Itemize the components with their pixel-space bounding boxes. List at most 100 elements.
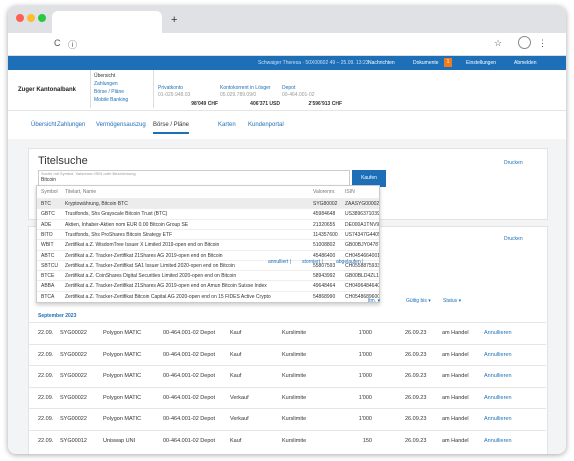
filter[interactable]: abgelaufen | bbox=[336, 259, 364, 265]
bookmark[interactable]: ☆ bbox=[494, 38, 503, 48]
cell: Kauf bbox=[230, 330, 242, 336]
tab[interactable]: Kundenportal bbox=[248, 122, 284, 128]
menu-item[interactable]: Übersicht bbox=[94, 73, 116, 79]
cell: ADE bbox=[41, 221, 52, 228]
settings[interactable]: Einstellungen bbox=[466, 60, 497, 66]
cell: GBTC bbox=[41, 211, 55, 218]
result-row[interactable]: BITO Trustfonds, Shs ProShares Bitcoin St… bbox=[37, 228, 379, 240]
dropdown-header: Symbol Titelart, Name Valorennr. ISIN bbox=[37, 187, 379, 197]
result-row[interactable]: SBTCU Zertifikat a.Z. Tracker-Zertifikat … bbox=[37, 259, 379, 271]
cell: 26.09.23 bbox=[405, 437, 427, 444]
cell: 45486400 bbox=[313, 252, 336, 259]
cell: CH0454664001 bbox=[345, 252, 379, 259]
cell: 00-464.001-02 Depot bbox=[163, 373, 215, 379]
result-row[interactable]: BTC Kryptowährung, Bitcoin BTC SYG80002 ZAA… bbox=[37, 198, 379, 209]
cancel-link[interactable]: Annullieren bbox=[484, 351, 512, 358]
tab[interactable]: Karten bbox=[218, 122, 236, 128]
print[interactable]: Drucken bbox=[504, 160, 523, 166]
cell: 26.09.23 bbox=[405, 394, 427, 401]
new-tab[interactable]: + bbox=[171, 14, 178, 26]
order-row: 22.09. SYG00022 Polygon MATIC 00-464.001-02… bbox=[28, 386, 546, 409]
cell: 00-464.001-02 Depot bbox=[163, 437, 215, 444]
cell: am Handel bbox=[442, 351, 469, 358]
filter[interactable]: storniert | bbox=[302, 259, 323, 265]
menu-item[interactable]: Zahlungen bbox=[94, 81, 118, 87]
order-row: 22.09. SYG00012 Uniswap UNI 00-464.001-02 D… bbox=[28, 429, 546, 452]
cell: 22.09. bbox=[38, 373, 54, 379]
account-name[interactable]: Depot bbox=[282, 85, 296, 91]
column-header: Titelart, Name bbox=[65, 189, 97, 195]
result-row[interactable]: ABBA Zertifikat a.Z. Tracker-Zertifikat 2… bbox=[37, 280, 379, 291]
minimize-button[interactable] bbox=[27, 14, 35, 22]
cell: ABTC bbox=[41, 252, 55, 259]
cell: Polygon MATIC bbox=[103, 351, 142, 358]
result-row[interactable]: ABTC Zertifikat a.Z. Tracker-Zertifikat 2… bbox=[37, 249, 379, 261]
result-row[interactable]: ADE Aktien, Inhaber-Aktien nom EUR 0.00 B… bbox=[37, 218, 379, 230]
orders-table: 22.09. SYG00022 Polygon MATIC 00-464.001-02… bbox=[28, 322, 546, 454]
tab[interactable]: Übersicht bbox=[31, 122, 57, 128]
cancel-link[interactable]: Annullieren bbox=[484, 394, 512, 401]
cell: 22.09. bbox=[38, 437, 54, 444]
column-header[interactable]: Gültig bis ▾ bbox=[406, 298, 431, 304]
cell: 00-464.001-02 Depot bbox=[163, 330, 215, 336]
cell: US74347G4405 bbox=[345, 231, 379, 238]
cancel-link[interactable]: Annullieren bbox=[484, 437, 512, 444]
result-row[interactable]: BTCA Zertifikat a.Z. Tracker-Zertifikat B… bbox=[37, 290, 379, 302]
menu-item[interactable]: Mobile Banking bbox=[94, 97, 129, 103]
cell: Kurslimite bbox=[282, 437, 307, 444]
cell: Zertifikat a.Z. Tracker-Zertifikat 21Sha… bbox=[65, 283, 267, 290]
cell: am Handel bbox=[442, 394, 469, 401]
order-row: 22.09. SYG00022 Polygon MATIC 00-464.001-02… bbox=[28, 343, 546, 366]
result-row[interactable]: WBIT Zertifikat a.Z. WisdomTree Issuer X … bbox=[37, 239, 379, 250]
account-name[interactable]: Kontokorrent in Lösger bbox=[220, 85, 271, 91]
main-menu bbox=[90, 70, 154, 108]
menu-item[interactable]: Börse / Pläne bbox=[94, 89, 125, 95]
address-bar bbox=[8, 33, 566, 56]
cell: 1'000 bbox=[358, 394, 372, 401]
cell: am Handel bbox=[442, 416, 469, 422]
buy-button[interactable]: Kaufen bbox=[352, 170, 386, 187]
cell: am Handel bbox=[442, 373, 469, 379]
result-row[interactable]: GBTC Trustfonds, Shs Grayscale Bitcoin Tr… bbox=[37, 208, 379, 219]
account-name[interactable]: Privatkonto bbox=[158, 85, 184, 91]
column-header[interactable]: ltm. ▾ bbox=[368, 298, 380, 304]
tab[interactable]: Zahlungen bbox=[57, 122, 86, 128]
cancel-link[interactable]: Annullieren bbox=[484, 416, 512, 422]
bank-logo[interactable]: Zuger Kantonalbank bbox=[18, 87, 77, 93]
documents[interactable]: Dokumente bbox=[413, 60, 439, 66]
cell: 1'000 bbox=[358, 416, 372, 422]
logout[interactable]: Abmelden bbox=[514, 60, 537, 66]
cell: Zertifikat a.Z. WisdomTree Issuer X Limi… bbox=[65, 242, 220, 249]
filter[interactable]: annulliert | bbox=[268, 259, 291, 265]
cell: 55807593 bbox=[313, 262, 336, 269]
cell: GB00BLD4ZL17 bbox=[345, 273, 379, 280]
tab[interactable]: Vermögensauszug bbox=[96, 122, 146, 128]
profile[interactable] bbox=[518, 36, 531, 49]
cell: 1'000 bbox=[358, 373, 372, 379]
browser-menu[interactable]: ⋮ bbox=[538, 38, 547, 48]
cell: Kurslimite bbox=[282, 373, 307, 379]
account-balance: 406'371 USD bbox=[250, 101, 280, 107]
column-header[interactable]: Status ▾ bbox=[443, 298, 462, 304]
cell: Verkauf bbox=[230, 416, 249, 422]
cell: GB00BJY04787 bbox=[345, 242, 379, 249]
reload[interactable]: C bbox=[54, 38, 61, 48]
account-number: 00-464.001-02 bbox=[282, 92, 315, 98]
cell: Zertifikat a.Z. Tracker-Zertifikat SA1 I… bbox=[65, 262, 235, 269]
cell: 1'000 bbox=[358, 330, 372, 336]
account-balance: 98'049 CHF bbox=[191, 101, 218, 107]
close-button[interactable] bbox=[16, 14, 24, 22]
cell: SYG00022 bbox=[60, 416, 87, 422]
zoom-button[interactable] bbox=[38, 14, 46, 22]
cell: 26.09.23 bbox=[405, 373, 427, 379]
result-row[interactable]: BTCE Zertifikat a.Z. CoinShares Digital S… bbox=[37, 270, 379, 281]
tab[interactable]: Börse / Pläne bbox=[153, 122, 190, 134]
messages[interactable]: Nachrichten bbox=[368, 60, 395, 66]
browser-tab[interactable] bbox=[52, 11, 162, 33]
cancel-link[interactable]: Annullieren bbox=[484, 330, 512, 336]
cancel-link[interactable]: Annullieren bbox=[484, 373, 512, 379]
site-info[interactable]: ⓘ bbox=[68, 40, 78, 50]
print[interactable]: Drucken bbox=[504, 236, 523, 242]
cell: SYG00022 bbox=[60, 330, 87, 336]
tab-nav bbox=[8, 110, 566, 139]
